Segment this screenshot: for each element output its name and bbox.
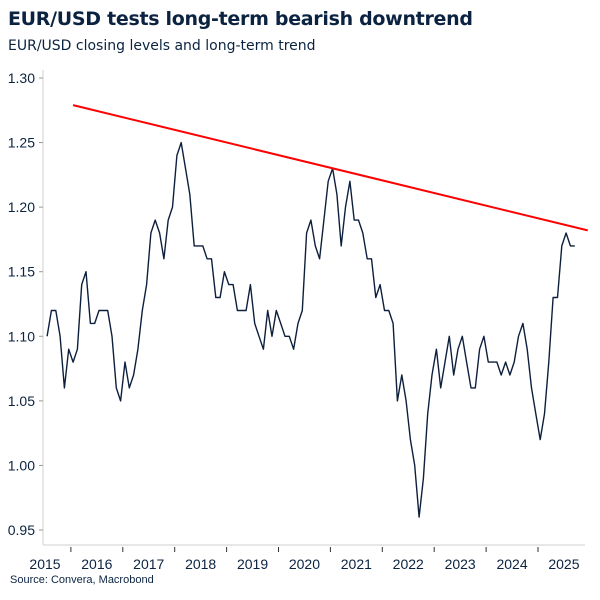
x-tick-label: 2015 <box>29 556 60 572</box>
y-tick-label: 1.15 <box>8 264 35 280</box>
x-tick-label: 2020 <box>289 556 320 572</box>
chart-title: EUR/USD tests long-term bearish downtren… <box>8 8 473 30</box>
y-tick-label: 1.00 <box>8 457 35 473</box>
x-tick-label: 2025 <box>548 556 579 572</box>
x-tick-label: 2022 <box>393 556 424 572</box>
y-tick-label: 1.30 <box>8 70 35 86</box>
y-tick-label: 1.05 <box>8 393 35 409</box>
trend-line <box>72 104 588 232</box>
chart-subtitle: EUR/USD closing levels and long-term tre… <box>8 38 316 54</box>
x-tick-label: 2018 <box>185 556 216 572</box>
y-tick-label: 1.20 <box>8 199 35 215</box>
y-tick-label: 1.10 <box>8 328 35 344</box>
x-tick-label: 2021 <box>341 556 372 572</box>
x-tick-label: 2019 <box>237 556 268 572</box>
x-tick-label: 2024 <box>496 556 527 572</box>
x-tick-label: 2016 <box>81 556 112 572</box>
x-tick-label: 2023 <box>445 556 476 572</box>
x-tick-label: 2017 <box>133 556 164 572</box>
eurusd-series-line <box>46 141 575 518</box>
source-note: Source: Convera, Macrobond <box>10 574 154 586</box>
y-tick-label: 1.25 <box>8 135 35 151</box>
y-tick-label: 0.95 <box>8 522 35 538</box>
